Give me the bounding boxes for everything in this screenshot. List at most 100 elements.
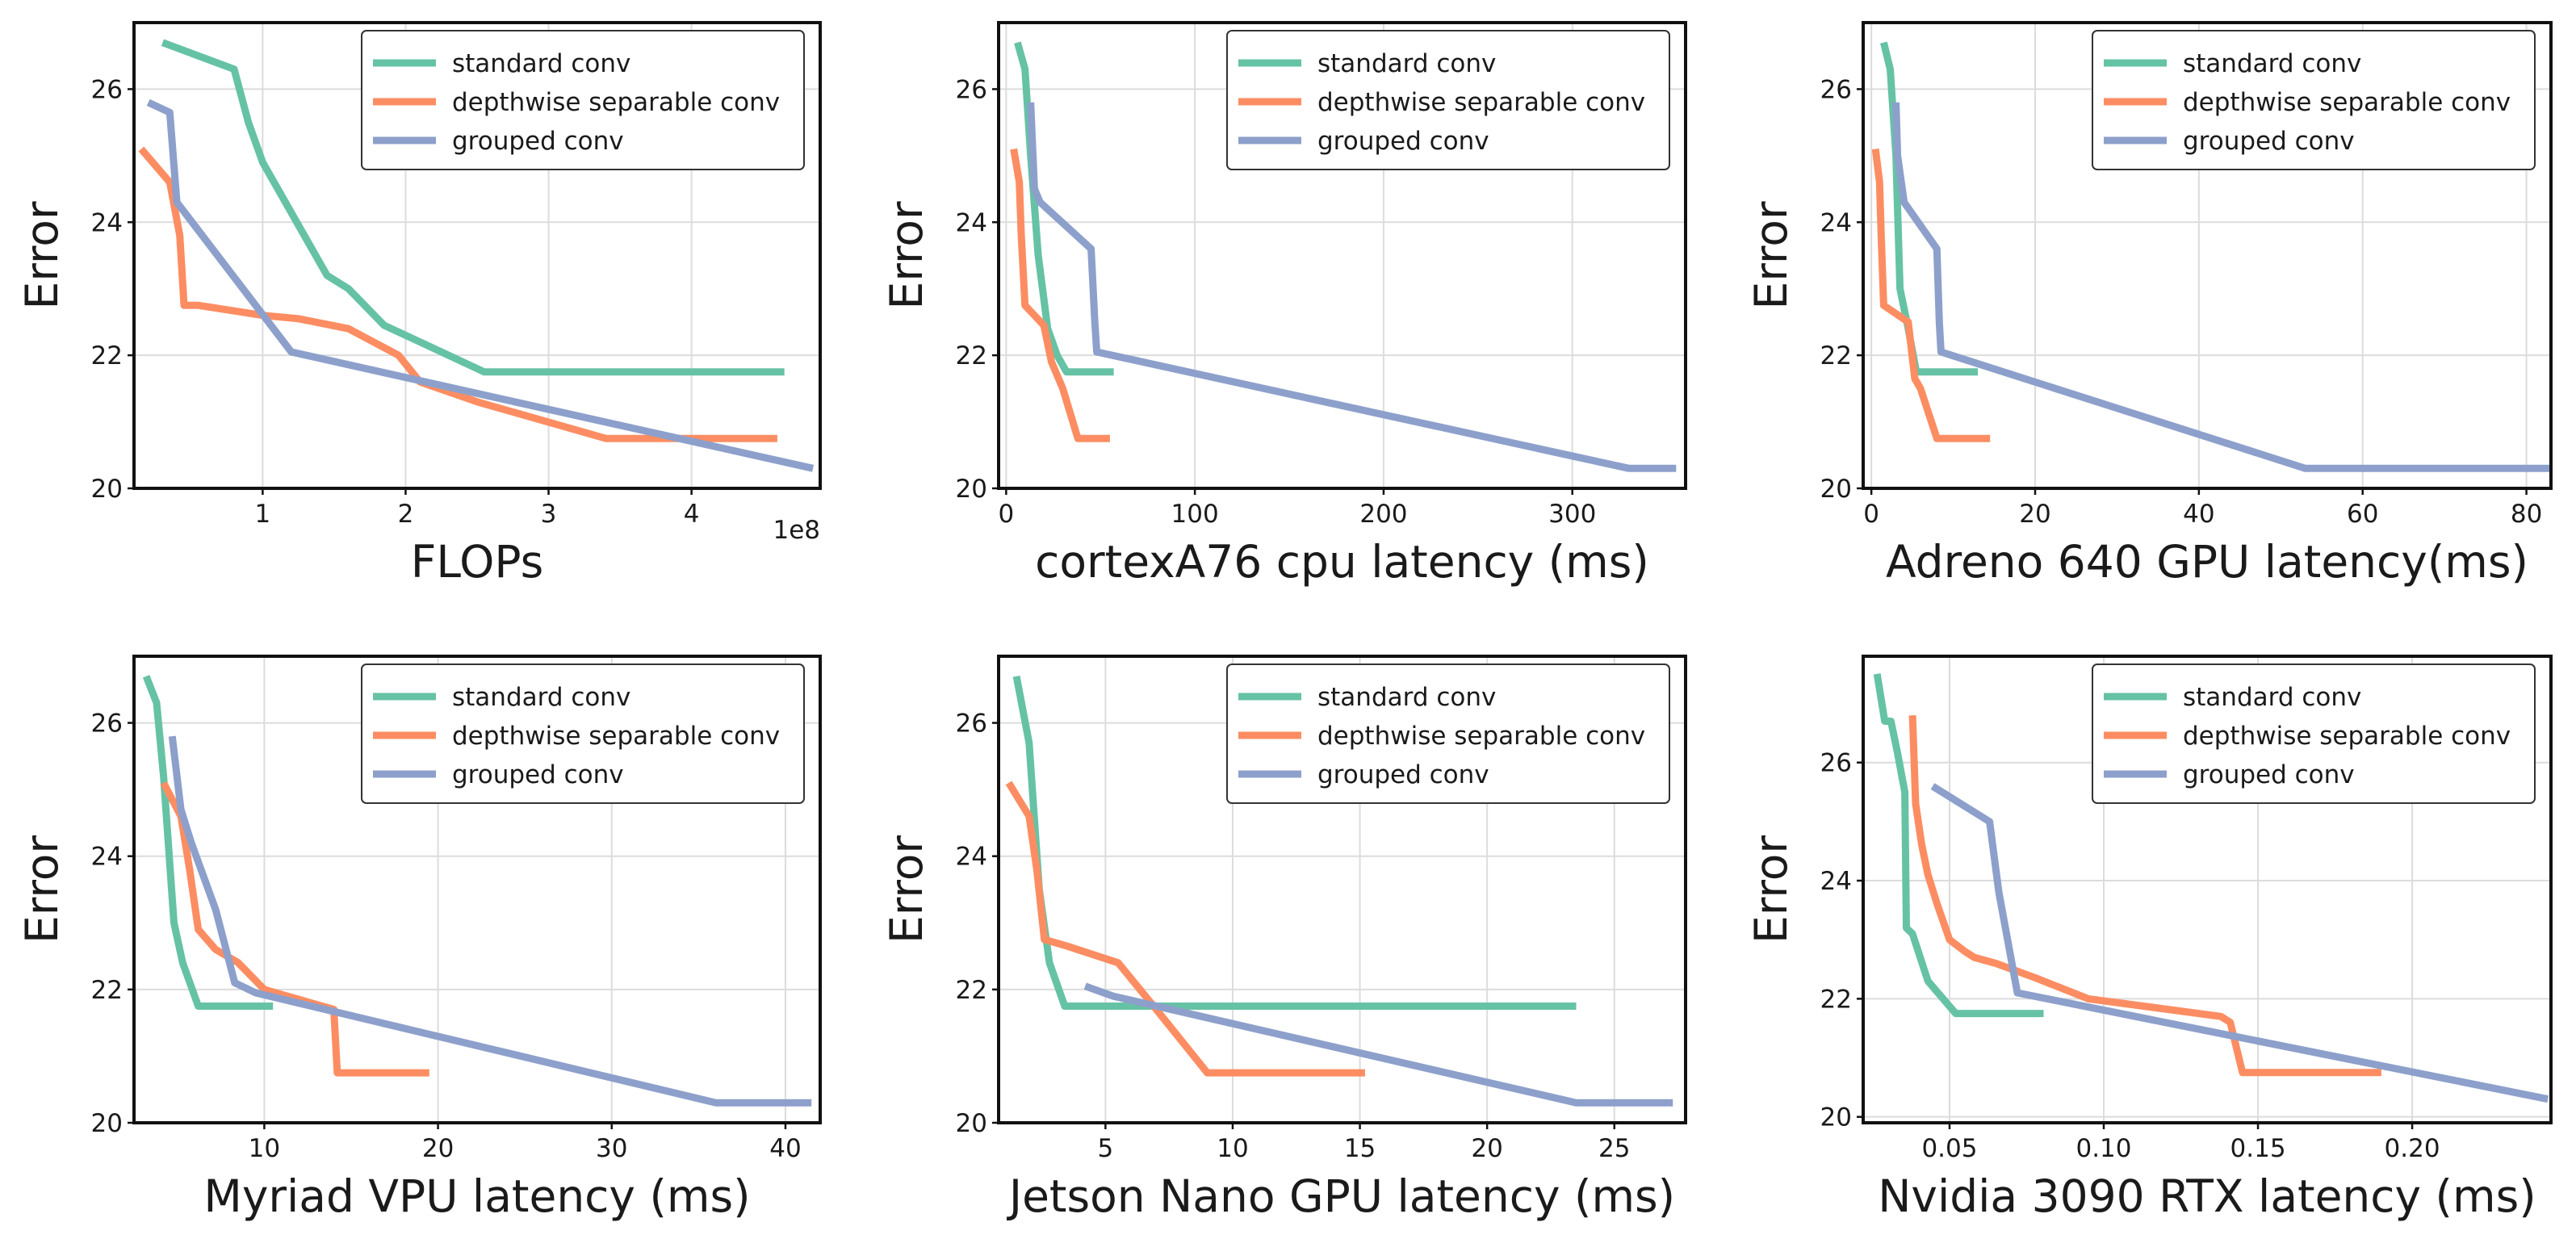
y-axis-label: Error xyxy=(1745,201,1797,309)
legend-label: grouped conv xyxy=(452,127,624,156)
y-tick-label: 26 xyxy=(1820,749,1852,778)
x-tick-label: 5 xyxy=(1098,1134,1114,1163)
x-tick-label: 0.20 xyxy=(2385,1134,2440,1163)
axes-frame xyxy=(997,21,1687,490)
legend: standard conv depthwise separable conv gro… xyxy=(2092,663,2536,804)
chart-panel-2: 0 100 200 300 20 22 24 26 cortexA76 cpu latency … xyxy=(881,21,1687,588)
legend-label: depthwise separable conv xyxy=(2183,88,2511,117)
x-tick-label: 10 xyxy=(1217,1134,1248,1163)
axes-frame xyxy=(132,655,822,1124)
chart-panel-3: 0 20 40 60 80 20 22 24 26 Adreno 640 GPU latency(… xyxy=(1745,21,2553,588)
y-tick-label: 22 xyxy=(91,976,123,1005)
legend-label: standard conv xyxy=(2183,49,2361,78)
x-tick-label: 1 xyxy=(255,500,271,529)
series-line-depthwise xyxy=(1871,149,1991,442)
x-axis-label: cortexA76 cpu latency (ms) xyxy=(1035,536,1649,588)
legend-label: standard conv xyxy=(1317,49,1496,78)
y-tick-label: 24 xyxy=(956,208,987,237)
y-tick-label: 20 xyxy=(956,1109,987,1138)
x-tick-label: 20 xyxy=(1471,1134,1502,1163)
legend-label: grouped conv xyxy=(452,760,624,789)
axes-frame xyxy=(997,655,1687,1124)
legend-frame xyxy=(361,663,805,804)
x-tick-label: 20 xyxy=(422,1134,454,1163)
y-tick-label: 26 xyxy=(956,710,987,739)
x-axis-label: Adreno 640 GPU latency(ms) xyxy=(1886,536,2528,588)
y-tick-label: 24 xyxy=(1820,867,1852,896)
x-tick-label: 0 xyxy=(998,500,1014,529)
legend-label: standard conv xyxy=(1317,683,1496,712)
y-tick-label: 24 xyxy=(91,843,123,872)
series-line-depthwise xyxy=(160,781,429,1077)
legend-label: depthwise separable conv xyxy=(2183,722,2511,751)
y-tick-label: 20 xyxy=(91,1109,123,1138)
y-axis-label: Error xyxy=(16,201,68,309)
x-tick-label: 25 xyxy=(1598,1134,1630,1163)
series-line-depthwise xyxy=(1005,781,1365,1077)
y-tick-label: 24 xyxy=(91,208,123,237)
x-tick-label: 30 xyxy=(596,1134,627,1163)
y-tick-label: 26 xyxy=(1820,75,1852,104)
x-tick-label: 20 xyxy=(2019,500,2050,529)
series-line-standard xyxy=(1880,41,1978,376)
y-tick-label: 20 xyxy=(1820,475,1852,504)
y-axis-label: Error xyxy=(881,201,932,309)
x-tick-label: 10 xyxy=(249,1134,280,1163)
x-tick-label: 0.10 xyxy=(2075,1134,2131,1163)
x-tick-label: 0.05 xyxy=(1921,1134,1977,1163)
series-line-standard xyxy=(1873,673,2044,1018)
legend: standard conv depthwise separable conv gro… xyxy=(2092,30,2536,170)
x-tick-label: 80 xyxy=(2511,500,2542,529)
x-tick-label: 40 xyxy=(2183,500,2214,529)
x-axis-label: Myriad VPU latency (ms) xyxy=(203,1170,750,1222)
x-axis-label: Nvidia 3090 RTX latency (ms) xyxy=(1878,1170,2536,1222)
series-line-grouped xyxy=(1027,102,1677,472)
legend-label: depthwise separable conv xyxy=(452,722,780,751)
legend: standard conv depthwise separable conv gro… xyxy=(361,30,805,170)
legend-label: grouped conv xyxy=(2183,760,2355,789)
axes-frame xyxy=(1862,655,2553,1124)
x-tick-label: 40 xyxy=(769,1134,801,1163)
legend-label: depthwise separable conv xyxy=(452,88,780,117)
legend-label: standard conv xyxy=(452,683,630,712)
chart-panel-5: 5 10 15 20 25 20 22 24 26 Jetson Nano GPU latency… xyxy=(881,655,1687,1222)
legend: standard conv depthwise separable conv gro… xyxy=(1226,30,1670,170)
x-tick-label: 100 xyxy=(1171,500,1219,529)
legend-frame xyxy=(1226,663,1670,804)
legend: standard conv depthwise separable conv gro… xyxy=(1226,663,1670,804)
x-axis-label: Jetson Nano GPU latency (ms) xyxy=(1007,1170,1675,1222)
y-tick-label: 22 xyxy=(1820,341,1852,370)
y-tick-label: 20 xyxy=(956,475,987,504)
axis-offset-text: 1e8 xyxy=(773,516,820,545)
chart-panel-4: 10 20 30 40 20 22 24 26 Myriad VPU latency (ms) E… xyxy=(16,655,822,1222)
y-axis-label: Error xyxy=(881,835,932,944)
y-tick-label: 26 xyxy=(956,75,987,104)
y-tick-label: 26 xyxy=(91,710,123,739)
y-tick-label: 24 xyxy=(956,843,987,872)
x-tick-label: 2 xyxy=(398,500,414,529)
series-line-depthwise xyxy=(138,146,777,442)
axes-frame xyxy=(1862,21,2553,490)
x-tick-label: 3 xyxy=(541,500,557,529)
series-line-grouped xyxy=(1892,102,2551,472)
x-tick-label: 15 xyxy=(1344,1134,1376,1163)
legend-label: depthwise separable conv xyxy=(1317,88,1645,117)
x-tick-label: 200 xyxy=(1359,500,1407,529)
legend-label: grouped conv xyxy=(1317,760,1489,789)
series-line-standard xyxy=(142,675,274,1010)
x-tick-label: 0.15 xyxy=(2230,1134,2286,1163)
y-tick-label: 20 xyxy=(91,475,123,504)
y-axis-label: Error xyxy=(16,835,68,944)
legend-label: standard conv xyxy=(2183,683,2361,712)
axes-frame xyxy=(132,21,822,490)
y-tick-label: 22 xyxy=(1820,985,1852,1014)
legend-label: standard conv xyxy=(452,49,630,78)
y-tick-label: 24 xyxy=(1820,208,1852,237)
legend-label: grouped conv xyxy=(2183,127,2355,156)
chart-panel-1: 1 2 3 4 20 22 24 26 FLOPs Error 1e8 standard conv de… xyxy=(16,21,822,588)
y-tick-label: 22 xyxy=(91,341,123,370)
y-tick-label: 26 xyxy=(91,75,123,104)
series-line-standard xyxy=(161,39,785,376)
series-line-grouped xyxy=(1083,982,1673,1107)
x-tick-label: 60 xyxy=(2347,500,2378,529)
